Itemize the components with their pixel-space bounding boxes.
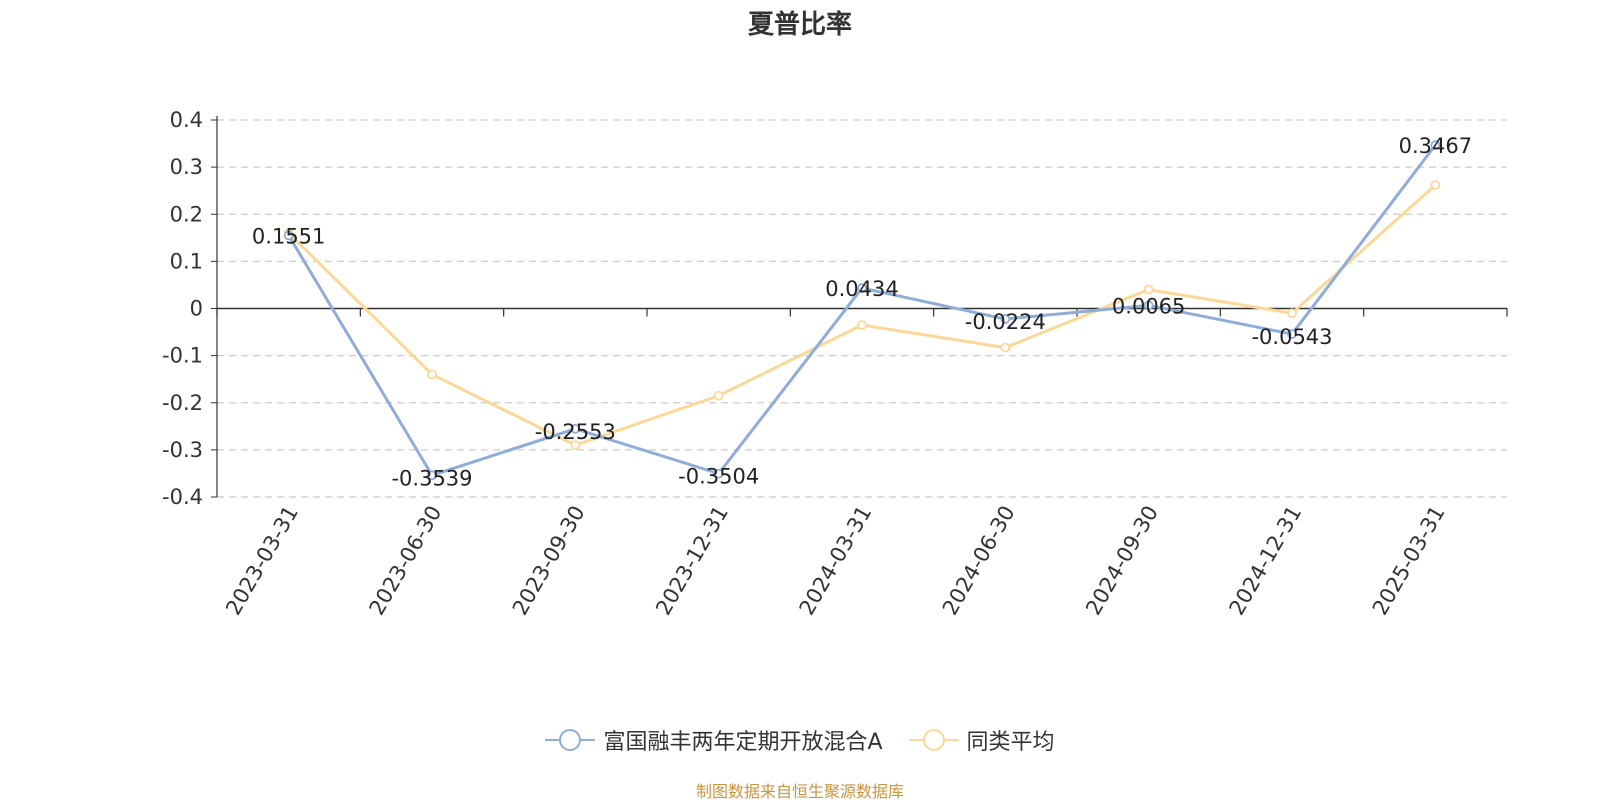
- y-tick-label: -0.2: [162, 391, 203, 415]
- legend-item-series-1[interactable]: 富国融丰两年定期开放混合A: [545, 724, 883, 756]
- series-1-point: [1143, 300, 1154, 311]
- series-1-point: [857, 283, 867, 293]
- series-2-point: [1000, 342, 1011, 353]
- y-tick-label: -0.1: [162, 344, 203, 368]
- series-1-point: [1287, 329, 1297, 339]
- series-2-point: [427, 369, 437, 380]
- data-label: 0.3467: [1399, 134, 1472, 158]
- x-tick-label: 2024-03-31: [795, 502, 877, 620]
- series-1-point: [1430, 140, 1441, 151]
- legend: 富国融丰两年定期开放混合A 同类平均: [0, 724, 1600, 756]
- x-tick-label: 2023-03-31: [221, 502, 303, 620]
- series-2-point: [570, 440, 581, 451]
- x-tick-label: 2024-06-30: [938, 501, 1020, 619]
- x-tick-label: 2023-09-30: [508, 502, 590, 620]
- series-1-point: [570, 423, 581, 434]
- data-label: -0.3539: [391, 466, 472, 490]
- series-1-point: [427, 470, 437, 481]
- y-tick-label: 0.2: [170, 202, 203, 226]
- y-tick-label: -0.4: [162, 485, 203, 509]
- x-tick-label: 2023-06-30: [365, 502, 447, 620]
- legend-line-circle-icon: [908, 729, 959, 751]
- x-tick-label: 2024-09-30: [1081, 502, 1163, 620]
- y-tick-label: 0: [190, 297, 203, 321]
- y-tick-label: 0.1: [170, 249, 203, 273]
- series-1-point: [713, 468, 724, 479]
- data-label: 0.1551: [252, 224, 325, 248]
- legend-line-circle-icon: [545, 729, 596, 751]
- legend-item-series-2[interactable]: 同类平均: [908, 724, 1055, 756]
- data-label: -0.0543: [1251, 325, 1332, 349]
- data-label: -0.3504: [678, 465, 759, 489]
- x-tick-label: 2024-12-31: [1225, 502, 1307, 620]
- series-2-point: [857, 320, 867, 330]
- y-tick-label: 0.4: [170, 108, 203, 132]
- legend-label-series-1: 富国融丰两年定期开放混合A: [603, 730, 883, 755]
- x-tick-label: 2023-12-31: [651, 502, 733, 620]
- series-2-point: [1430, 180, 1441, 190]
- legend-label-series-2: 同类平均: [966, 730, 1055, 755]
- series-layer: [283, 140, 1441, 481]
- y-tick-label: -0.3: [162, 438, 203, 462]
- data-label: -0.2553: [535, 420, 616, 444]
- series-line-2: [287, 183, 1437, 447]
- series-line-1: [287, 144, 1437, 477]
- chart-title: 夏普比率: [747, 10, 852, 40]
- series-2-point: [1143, 284, 1154, 295]
- data-label: 0.0065: [1112, 294, 1185, 318]
- data-label: -0.0224: [965, 310, 1046, 334]
- series-1-point: [1000, 314, 1011, 324]
- y-tick-label: 0.3: [170, 155, 203, 179]
- x-tick-label: 2025-03-31: [1368, 502, 1450, 620]
- series-1-point: [283, 230, 294, 241]
- data-source-note: 制图数据来自恒生聚源数据库: [695, 782, 904, 801]
- grid-layer: [217, 119, 1507, 498]
- data-label-layer: 0.1551 -0.3539 -0.2553 -0.3504 0.0434 -0.0224…: [252, 134, 1472, 490]
- data-label: 0.0434: [825, 277, 898, 301]
- series-2-point: [713, 390, 724, 401]
- series-2-point: [1287, 308, 1297, 319]
